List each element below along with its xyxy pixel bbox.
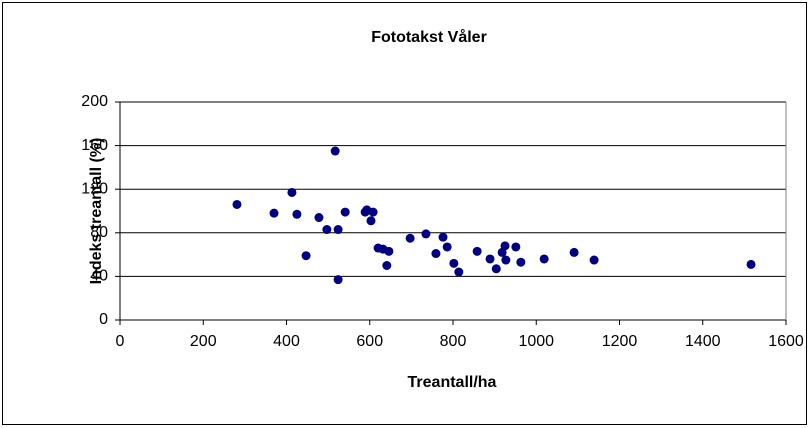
x-tick-label: 400 [273, 333, 300, 350]
point [287, 187, 297, 197]
point [501, 255, 511, 265]
point [232, 199, 242, 209]
point [340, 207, 350, 217]
point [333, 225, 343, 235]
x-tick-label: 600 [356, 333, 383, 350]
point [491, 264, 501, 274]
x-tick-label: 200 [190, 333, 217, 350]
y-tick-label: 80 [90, 224, 108, 241]
point [384, 246, 394, 256]
point [511, 242, 521, 252]
chart-title: Fototakst Våler [371, 28, 487, 46]
point [569, 247, 579, 257]
point [485, 254, 495, 264]
point [330, 146, 340, 156]
point [301, 251, 311, 261]
point [516, 257, 526, 267]
y-tick-label: 200 [81, 93, 108, 110]
point [368, 207, 378, 217]
point [292, 209, 302, 219]
x-tick-label: 0 [116, 333, 125, 350]
point [431, 249, 441, 259]
y-tick-label: 0 [99, 311, 108, 328]
y-tick-label: 120 [81, 180, 108, 197]
x-tick-label: 800 [440, 333, 467, 350]
point [500, 241, 510, 251]
point [472, 246, 482, 256]
x-tick-label: 1000 [518, 333, 554, 350]
point [438, 232, 448, 242]
y-tick-label: 40 [90, 268, 108, 285]
point [442, 242, 452, 252]
point [366, 216, 376, 226]
point [449, 258, 459, 268]
y-tick-label: 160 [81, 137, 108, 154]
x-tick-label: 1400 [685, 333, 721, 350]
point [333, 275, 343, 285]
point [589, 255, 599, 265]
point [539, 254, 549, 264]
point [269, 208, 279, 218]
point [421, 229, 431, 239]
point [454, 267, 464, 277]
x-tick-label: 1600 [768, 333, 804, 350]
point [382, 261, 392, 270]
point [322, 225, 332, 235]
x-tick-label: 1200 [602, 333, 638, 350]
point [746, 259, 756, 269]
y-axis-label: Indeks treantall (%) [88, 138, 105, 285]
point [314, 213, 324, 223]
x-axis-label: Treantall/ha [408, 374, 497, 391]
point [405, 233, 415, 243]
